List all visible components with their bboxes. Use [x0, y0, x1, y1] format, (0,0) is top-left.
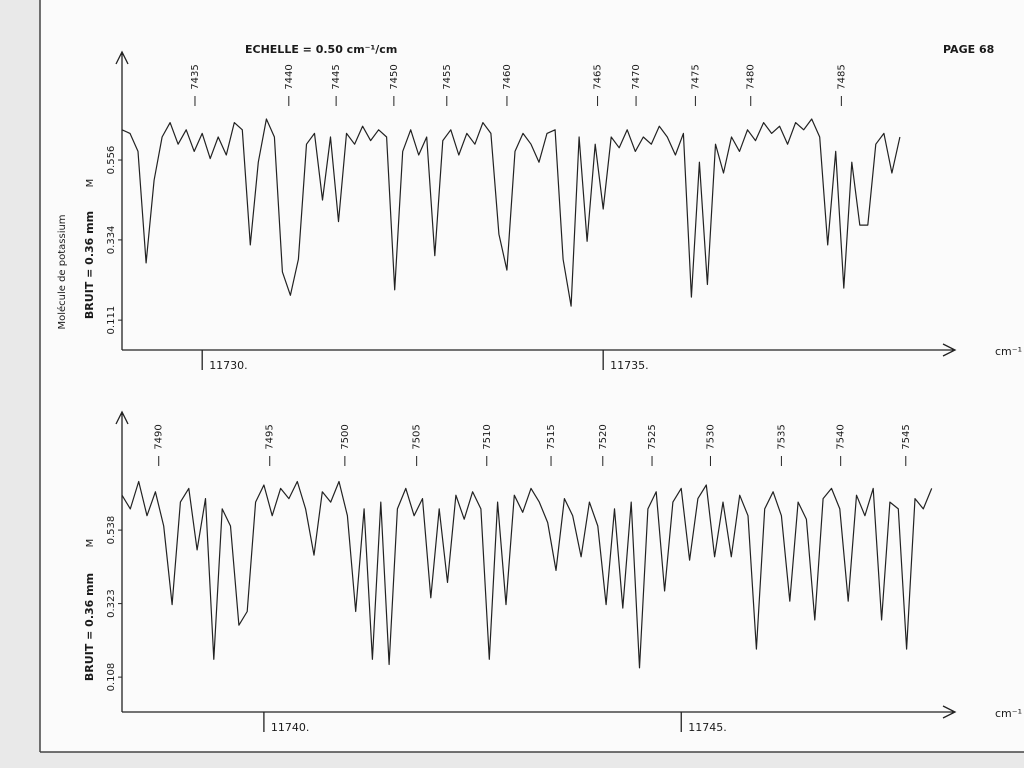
side-label: Molécule de potassium: [56, 214, 68, 329]
line-id-label: 7530: [705, 424, 716, 449]
x-tick-label: 11735.: [610, 359, 649, 372]
y-tick-label: 0.111: [106, 306, 117, 335]
line-id-label: 7485: [836, 64, 847, 89]
line-id-label: 7505: [412, 424, 423, 449]
y-marker: M: [85, 179, 96, 188]
line-id-label: 7535: [776, 424, 787, 449]
y-tick-label: 0.334: [106, 226, 117, 255]
line-id-label: 7470: [631, 64, 642, 89]
page-number: PAGE 68: [943, 43, 994, 56]
line-id-label: 7435: [190, 64, 201, 89]
line-id-label: 7490: [154, 424, 165, 449]
scale-title: ECHELLE = 0.50 cm⁻¹/cm: [245, 43, 397, 56]
y-axis: [115, 50, 129, 350]
line-id-label: 7495: [265, 424, 276, 449]
line-id-label: 7460: [502, 64, 513, 89]
line-id-label: 7450: [389, 64, 400, 89]
line-id-label: 7525: [647, 424, 658, 449]
line-id-label: 7440: [284, 64, 295, 89]
y-tick-label: 0.323: [106, 589, 117, 618]
spectrum-line: [121, 480, 933, 669]
y-axis-label: BRUIT = 0.36 mm: [83, 573, 96, 681]
x-axis: [122, 705, 957, 719]
line-id-label: 7455: [442, 64, 453, 89]
y-marker: M: [85, 539, 96, 548]
line-id-label: 7475: [690, 64, 701, 89]
x-tick-label: 11740.: [271, 721, 310, 734]
line-id-label: 7480: [746, 64, 757, 89]
paper: [40, 0, 1024, 752]
line-id-label: 7540: [836, 424, 847, 449]
line-id-label: 7500: [340, 424, 351, 449]
x-tick-label: 11730.: [209, 359, 248, 372]
line-id-label: 7465: [593, 64, 604, 89]
y-axis-label: BRUIT = 0.36 mm: [83, 211, 96, 319]
spectrum-line: [121, 118, 901, 307]
y-tick-label: 0.556: [106, 146, 117, 175]
x-axis-label: cm⁻¹: [995, 707, 1022, 720]
x-axis-label: cm⁻¹: [995, 345, 1022, 358]
y-tick-label: 0.538: [106, 516, 117, 545]
line-id-label: 7510: [482, 424, 493, 449]
x-tick-label: 11745.: [688, 721, 727, 734]
y-tick-label: 0.108: [106, 663, 117, 692]
line-id-label: 7520: [598, 424, 609, 449]
x-axis: [122, 343, 957, 357]
line-id-label: 7445: [331, 64, 342, 89]
y-axis: [115, 410, 129, 712]
line-id-label: 7545: [901, 424, 912, 449]
line-id-label: 7515: [546, 424, 557, 449]
